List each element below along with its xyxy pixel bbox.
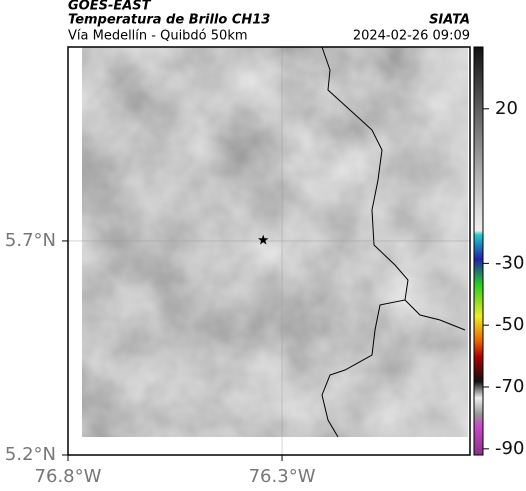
y-tick-label: 5.7°N	[5, 230, 56, 251]
brightness-image-light	[400, 47, 468, 437]
subtitle: Vía Medellín - Quibdó 50km	[68, 29, 248, 44]
colorbar-tick-label: -90	[495, 438, 524, 459]
datetime: 2024-02-26 09:09	[353, 29, 470, 44]
satellite: GOES-EAST	[68, 0, 152, 14]
boundary	[321, 46, 466, 438]
colorbar-tick-label: -30	[495, 252, 524, 273]
colorbar-tick-label: 20	[495, 98, 518, 119]
station-marker	[258, 234, 269, 245]
colorbar	[473, 46, 484, 456]
header: GOES-EAST Temperatura de Brillo CH13 SIA…	[68, 0, 470, 44]
x-tick-label: 76.8°W	[35, 466, 102, 487]
source: SIATA	[429, 13, 470, 28]
x-tick-label: 76.3°W	[249, 466, 316, 487]
y-tick-label: 5.2°N	[5, 444, 56, 465]
map-frame	[67, 46, 471, 456]
colorbar-tick-label: -70	[495, 376, 524, 397]
colorbar-tick-label: -50	[495, 314, 524, 335]
product: Temperatura de Brillo CH13	[68, 13, 270, 28]
